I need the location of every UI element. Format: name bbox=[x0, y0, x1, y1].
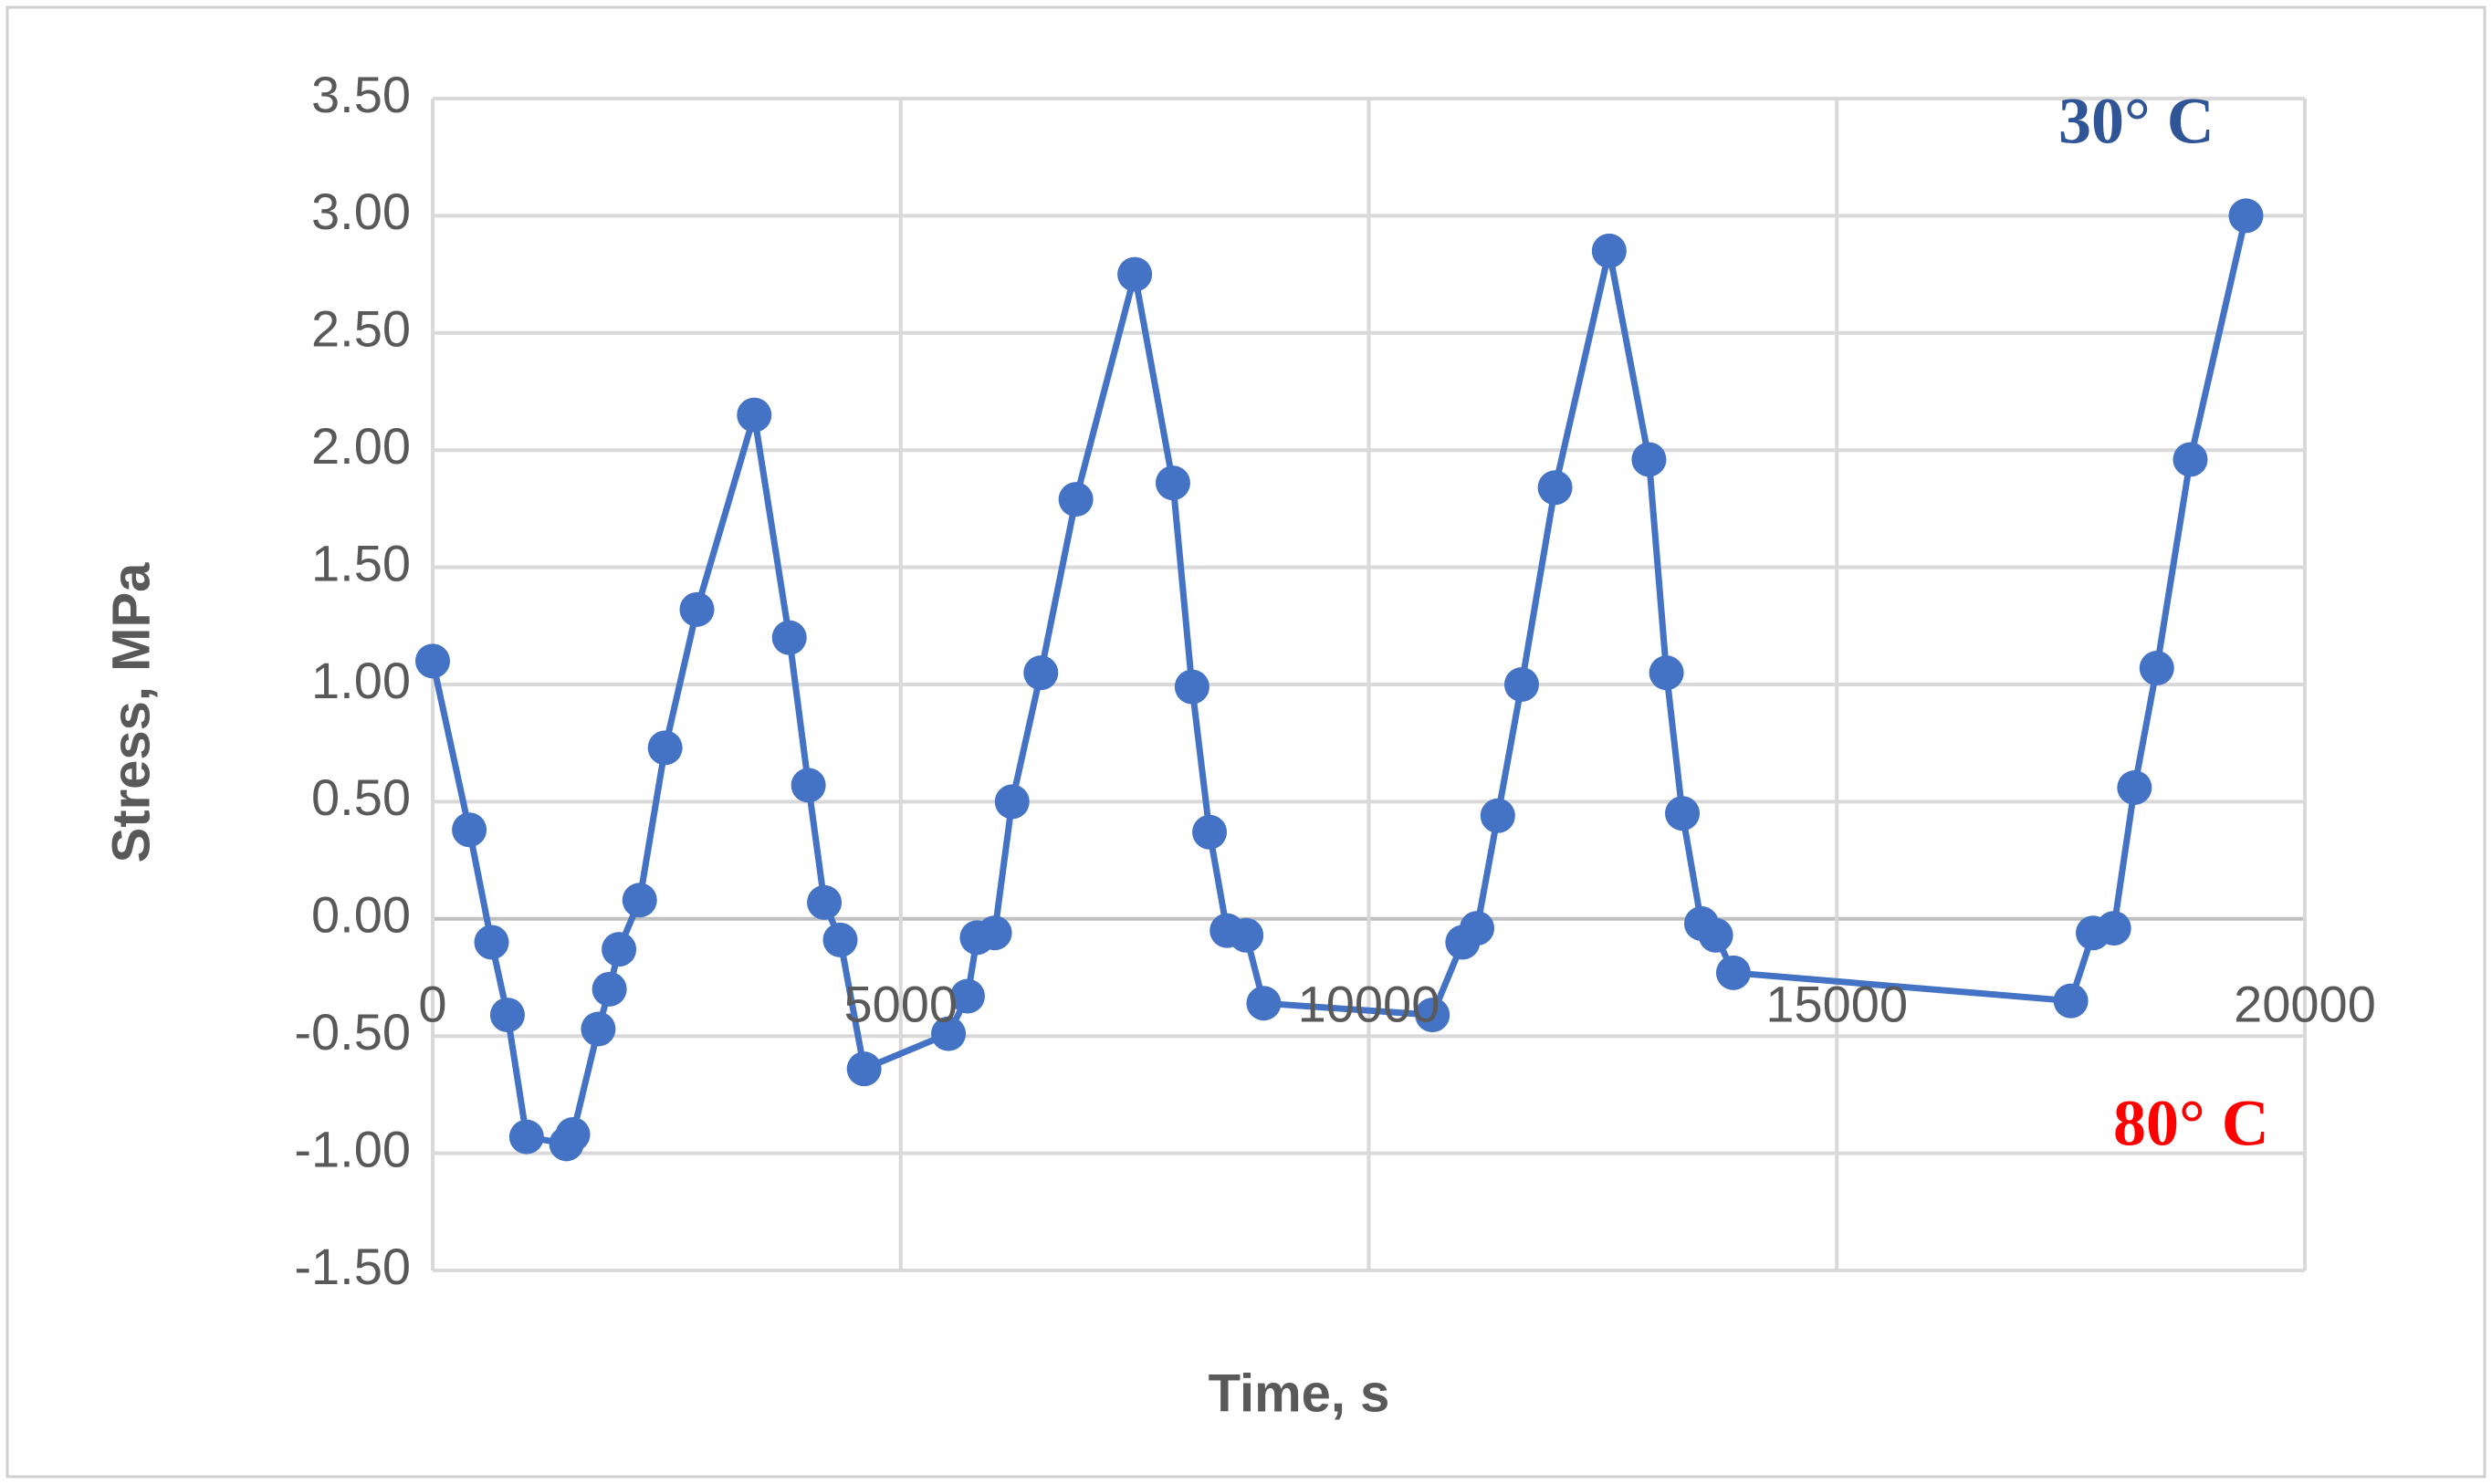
data-point bbox=[737, 397, 772, 433]
data-point bbox=[415, 643, 450, 679]
data-point bbox=[949, 978, 985, 1014]
data-point bbox=[1631, 442, 1667, 477]
y-tick-label: 3.00 bbox=[311, 183, 411, 240]
data-point bbox=[1415, 998, 1450, 1033]
y-tick-label: 1.00 bbox=[311, 652, 411, 709]
data-point bbox=[592, 971, 627, 1007]
data-point bbox=[508, 1119, 544, 1155]
data-point bbox=[1698, 917, 1733, 953]
data-point bbox=[1591, 233, 1627, 268]
data-point bbox=[1174, 669, 1209, 705]
data-point bbox=[977, 915, 1012, 951]
data-point bbox=[555, 1117, 591, 1153]
y-tick-label: -1.00 bbox=[294, 1120, 411, 1177]
data-point bbox=[2228, 198, 2264, 234]
data-point bbox=[1229, 917, 1264, 953]
annotation: 80° C bbox=[2113, 1087, 2269, 1160]
plot bbox=[415, 198, 2264, 1162]
data-point bbox=[1155, 465, 1190, 501]
data-point bbox=[931, 1016, 967, 1051]
x-axis-title: Time, s bbox=[1209, 1364, 1390, 1423]
data-point bbox=[1649, 655, 1684, 691]
data-point bbox=[602, 932, 637, 967]
y-tick-label: -1.50 bbox=[294, 1238, 411, 1295]
chart-border bbox=[5, 5, 2487, 1479]
y-tick-label: -0.50 bbox=[294, 1003, 411, 1061]
y-tick-label: 2.50 bbox=[311, 300, 411, 358]
data-point bbox=[679, 591, 715, 627]
y-tick-label: 1.50 bbox=[311, 534, 411, 591]
data-point bbox=[622, 883, 657, 918]
data-point bbox=[2173, 442, 2208, 477]
y-tick-label: 0.50 bbox=[311, 768, 411, 826]
data-point bbox=[1715, 955, 1751, 990]
y-tick-label: 0.00 bbox=[311, 886, 411, 944]
data-point bbox=[581, 1011, 616, 1047]
data-point bbox=[822, 922, 858, 957]
data-point bbox=[647, 730, 683, 766]
data-point bbox=[846, 1051, 882, 1087]
data-point bbox=[807, 884, 843, 920]
data-point bbox=[771, 620, 807, 655]
data-point bbox=[1192, 814, 1228, 850]
data-point bbox=[791, 768, 826, 803]
data-point bbox=[2117, 769, 2152, 805]
x-tick-label: 15000 bbox=[1765, 976, 1908, 1033]
y-tick-label: 2.00 bbox=[311, 417, 411, 475]
data-point bbox=[994, 784, 1030, 820]
data-point bbox=[2096, 911, 2131, 946]
data-point bbox=[1058, 482, 1094, 517]
y-axis-title: Stress, MPa bbox=[101, 562, 161, 863]
data-point bbox=[1480, 798, 1515, 833]
x-tick-label: 20000 bbox=[2234, 976, 2376, 1033]
data-point bbox=[1117, 256, 1153, 292]
annotation: 30° C bbox=[2058, 85, 2215, 158]
data-point bbox=[1023, 655, 1059, 691]
grid bbox=[431, 97, 2307, 1272]
data-point bbox=[2053, 983, 2089, 1019]
data-point bbox=[1665, 796, 1701, 831]
data-point bbox=[1503, 667, 1539, 702]
data-point bbox=[489, 998, 525, 1033]
x-tick-label: 5000 bbox=[843, 976, 958, 1033]
y-tick-label: 3.50 bbox=[311, 66, 411, 123]
x-tick-label: 10000 bbox=[1298, 976, 1440, 1033]
data-point bbox=[452, 812, 487, 848]
data-point bbox=[1537, 470, 1573, 506]
data-point bbox=[474, 925, 509, 960]
data-point bbox=[1460, 911, 1495, 946]
x-tick-label: 0 bbox=[418, 976, 446, 1033]
data-point bbox=[1246, 986, 1282, 1021]
data-point bbox=[2139, 651, 2174, 686]
